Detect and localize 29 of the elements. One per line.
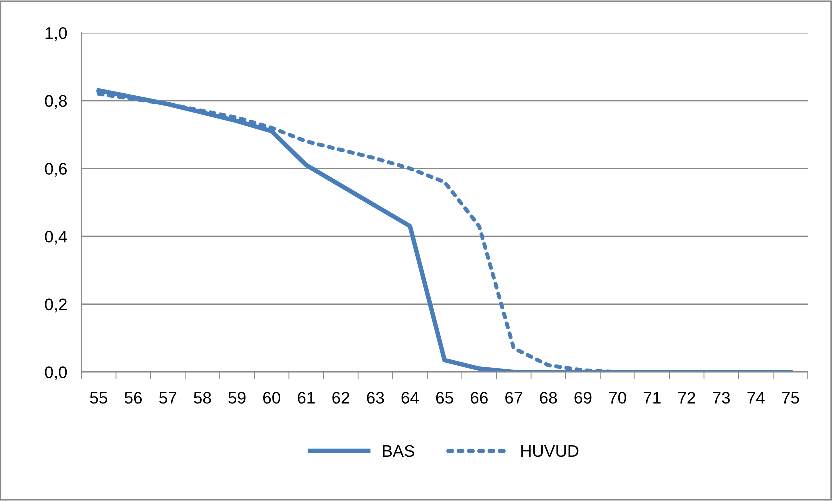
x-tick-label: 57: [160, 392, 177, 404]
x-tick-label: 70: [609, 392, 626, 404]
x-tick-label: 75: [782, 392, 800, 404]
x-tick-label: 69: [574, 392, 592, 404]
x-tick-label: 74: [748, 392, 765, 404]
y-tick-label: 0,4: [45, 230, 68, 245]
x-tick-label: 73: [713, 392, 730, 404]
legend-label: BAS: [383, 445, 414, 458]
y-tick-label: 1,0: [46, 27, 68, 42]
x-tick-label: 66: [470, 392, 488, 404]
x-tick-label: 64: [402, 392, 420, 404]
x-tick-label: 58: [194, 392, 212, 404]
y-tick-label: 0,8: [45, 95, 68, 110]
x-tick-label: 65: [436, 392, 454, 404]
x-tick-label: 71: [644, 392, 661, 404]
y-tick-label: 0,6: [45, 163, 68, 177]
x-tick-label: 63: [367, 392, 384, 404]
x-tick-label: 72: [678, 392, 696, 404]
x-tick-label: 59: [228, 392, 246, 404]
x-tick-label: 62: [332, 392, 350, 404]
x-tick-label: 55: [90, 392, 108, 404]
x-tick-label: 61: [298, 392, 315, 404]
x-tick-label: 60: [263, 392, 280, 404]
y-tick-label: 0,2: [45, 298, 67, 313]
legend-label: HUVUD: [522, 446, 579, 458]
x-tick-label: 68: [540, 392, 558, 404]
x-tick-label: 67: [506, 392, 522, 404]
y-tick-label: 0,0: [45, 366, 68, 380]
x-tick-label: 56: [124, 392, 142, 404]
